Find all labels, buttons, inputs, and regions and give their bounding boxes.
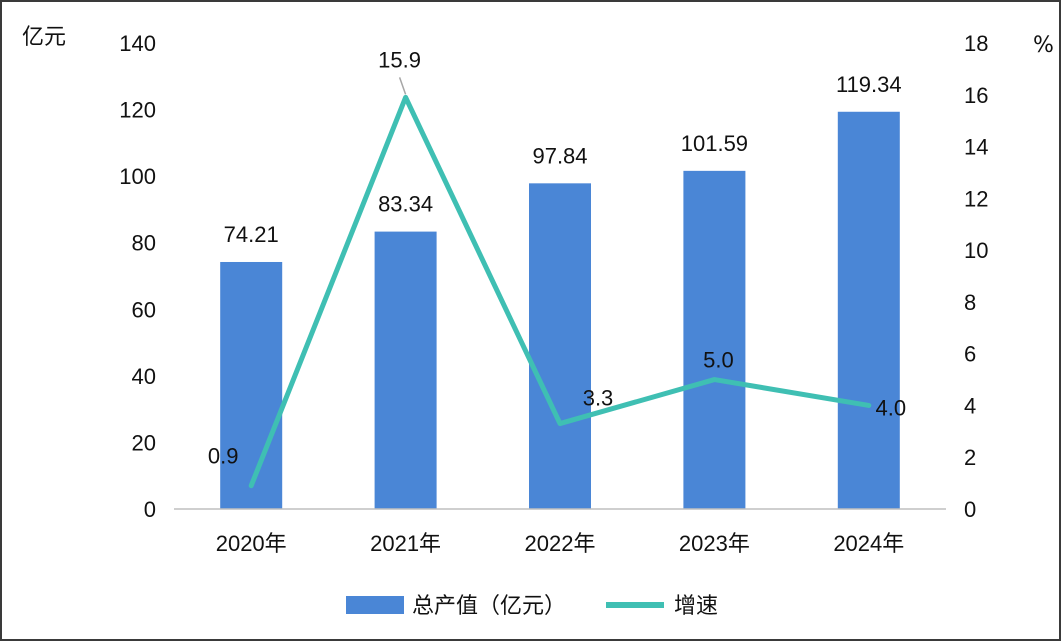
line-data-label: 0.9 [208, 444, 239, 469]
bar [374, 231, 437, 509]
right-tick-label: 12 [964, 186, 988, 211]
right-tick-label: 10 [964, 238, 988, 263]
bar-data-label: 101.59 [681, 131, 748, 156]
category-label: 2024年 [833, 531, 904, 556]
bar-data-label: 97.84 [532, 143, 587, 168]
left-tick-label: 100 [119, 164, 156, 189]
bar-data-label: 119.34 [836, 72, 902, 97]
legend-bar-label: 总产值（亿元） [412, 594, 566, 619]
category-label: 2022年 [525, 531, 596, 556]
legend-line-label: 增速 [674, 594, 718, 619]
left-tick-label: 80 [132, 231, 156, 256]
legend-bar-swatch [346, 596, 404, 614]
line-data-label: 5.0 [703, 348, 734, 373]
left-tick-label: 140 [119, 31, 156, 56]
right-tick-label: 0 [964, 497, 976, 522]
right-tick-label: 14 [964, 135, 988, 160]
right-tick-label: 16 [964, 83, 988, 108]
left-tick-label: 60 [132, 297, 156, 322]
label-leader-line [398, 77, 407, 95]
left-tick-label: 40 [132, 364, 156, 389]
growth-line [248, 94, 872, 489]
category-label: 2021年 [370, 531, 441, 556]
right-axis-unit: % [1033, 33, 1054, 58]
category-label: 2023年 [679, 531, 750, 556]
right-tick-label: 18 [964, 31, 988, 56]
right-tick-label: 4 [964, 393, 976, 418]
bar-data-label: 74.21 [224, 222, 279, 247]
legend: 总产值（亿元） 增速 [346, 594, 718, 619]
bar-data-label: 83.34 [378, 192, 433, 217]
left-tick-label: 120 [119, 98, 156, 123]
line-data-label: 4.0 [876, 395, 907, 420]
left-tick-label: 20 [132, 430, 156, 455]
right-tick-label: 6 [964, 342, 976, 367]
bar [683, 170, 746, 509]
left-tick-label: 0 [144, 497, 156, 522]
bar [529, 183, 591, 509]
right-tick-label: 8 [964, 290, 976, 315]
line-data-label: 3.3 [583, 386, 614, 411]
line-data-label: 15.9 [378, 47, 421, 72]
right-tick-label: 2 [964, 445, 976, 470]
bar [837, 111, 900, 510]
category-label: 2020年 [216, 531, 287, 556]
left-axis-unit: 亿元 [22, 25, 66, 50]
bar [220, 261, 283, 509]
